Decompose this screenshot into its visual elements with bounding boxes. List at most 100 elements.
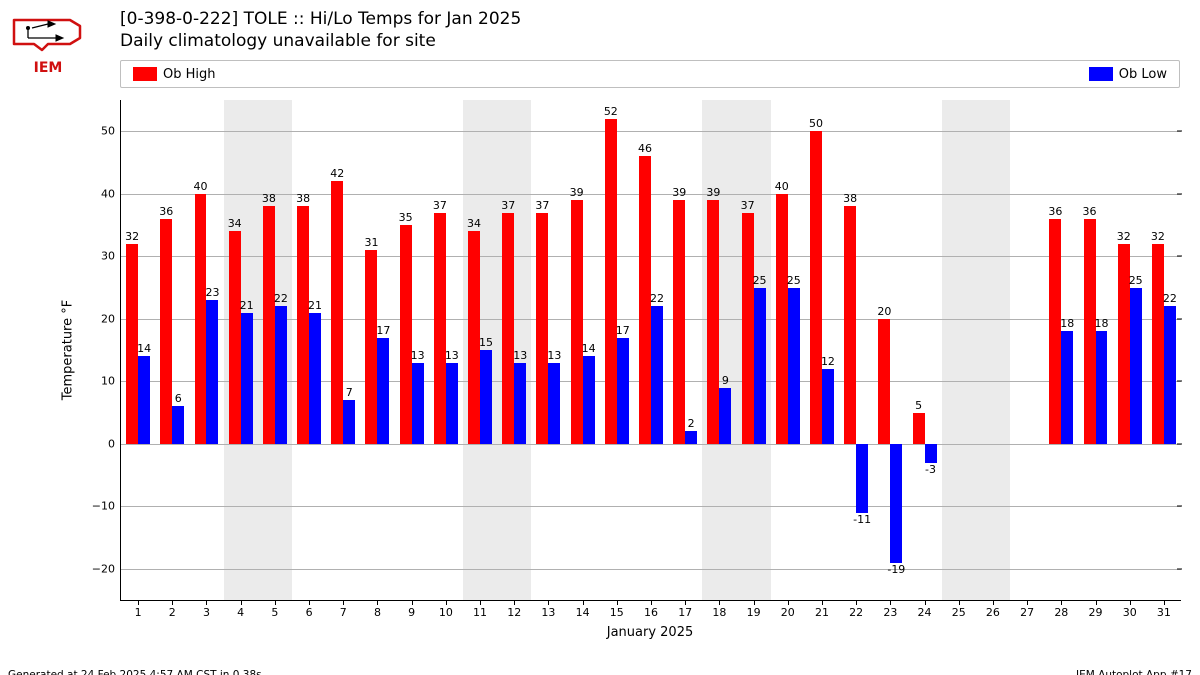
bar-high-label: 37 <box>501 199 515 212</box>
chart-title: [0-398-0-222] TOLE :: Hi/Lo Temps for Ja… <box>120 8 521 52</box>
bar-low-label: 7 <box>346 386 353 399</box>
legend-swatch-high <box>133 67 157 81</box>
bar-high-label: 32 <box>125 230 139 243</box>
bar-high-label: 38 <box>262 192 276 205</box>
bar-low-label: 13 <box>445 349 459 362</box>
bar-high-label: 46 <box>638 142 652 155</box>
x-tick-mark <box>480 600 481 605</box>
x-tick-label: 11 <box>473 606 487 619</box>
bar-high-label: 37 <box>741 199 755 212</box>
x-tick-mark <box>959 600 960 605</box>
bar-high-label: 39 <box>570 186 584 199</box>
x-tick-label: 8 <box>374 606 381 619</box>
bar-low <box>1096 331 1108 444</box>
plot-area: Ob High Ob Low Temperature °F January 20… <box>120 60 1180 620</box>
x-tick-label: 21 <box>815 606 829 619</box>
x-tick-mark <box>822 600 823 605</box>
x-tick-label: 5 <box>271 606 278 619</box>
title-line-1: [0-398-0-222] TOLE :: Hi/Lo Temps for Ja… <box>120 8 521 30</box>
x-tick-mark <box>890 600 891 605</box>
bar-low-label: 14 <box>582 342 596 355</box>
bar-low-label: 2 <box>688 417 695 430</box>
y-tick-label: −20 <box>83 562 115 575</box>
bar-low <box>172 406 184 444</box>
x-tick-mark <box>548 600 549 605</box>
bar-low-label: 12 <box>821 355 835 368</box>
x-tick-label: 26 <box>986 606 1000 619</box>
bar-low-label: 22 <box>274 292 288 305</box>
y-tick-label: 0 <box>83 437 115 450</box>
bar-low-label: 21 <box>308 299 322 312</box>
legend-item-high: Ob High <box>133 67 216 82</box>
x-tick-label: 4 <box>237 606 244 619</box>
weekend-shade <box>942 100 1010 600</box>
x-tick-label: 19 <box>747 606 761 619</box>
y-axis-label: Temperature °F <box>61 300 76 400</box>
bar-low-label: -19 <box>887 563 905 576</box>
bar-low-label: 21 <box>240 299 254 312</box>
bar-low-label: -3 <box>925 463 936 476</box>
x-tick-mark <box>343 600 344 605</box>
bar-high-label: 39 <box>672 186 686 199</box>
bar-high-label: 37 <box>433 199 447 212</box>
y-tick-mark <box>1177 443 1182 444</box>
x-tick-mark <box>377 600 378 605</box>
legend-label-high: Ob High <box>163 67 216 82</box>
bar-low <box>275 306 287 444</box>
x-tick-mark <box>583 600 584 605</box>
x-tick-mark <box>206 600 207 605</box>
x-tick-label: 30 <box>1123 606 1137 619</box>
x-tick-label: 23 <box>883 606 897 619</box>
bar-low-label: 15 <box>479 336 493 349</box>
x-tick-label: 17 <box>678 606 692 619</box>
bar-high-label: 38 <box>296 192 310 205</box>
bar-low-label: 25 <box>753 274 767 287</box>
bar-low <box>754 288 766 444</box>
bar-high <box>742 213 754 444</box>
bar-low <box>651 306 663 444</box>
bar-low <box>925 444 937 463</box>
y-tick-label: 10 <box>83 375 115 388</box>
bar-low <box>412 363 424 444</box>
x-tick-label: 20 <box>781 606 795 619</box>
bar-low <box>548 363 560 444</box>
y-tick-label: 30 <box>83 250 115 263</box>
bar-high-label: 50 <box>809 117 823 130</box>
gridline <box>121 444 1181 445</box>
bar-low <box>583 356 595 444</box>
x-tick-mark <box>1130 600 1131 605</box>
bar-low <box>719 388 731 444</box>
bar-high <box>707 200 719 444</box>
x-tick-mark <box>138 600 139 605</box>
bar-low-label: 13 <box>547 349 561 362</box>
bar-high-label: 40 <box>194 180 208 193</box>
bar-low <box>856 444 868 513</box>
x-tick-mark <box>514 600 515 605</box>
bar-low-label: 9 <box>722 374 729 387</box>
bar-high-label: 52 <box>604 105 618 118</box>
bar-high <box>331 181 343 444</box>
bar-low <box>890 444 902 563</box>
x-tick-label: 13 <box>541 606 555 619</box>
bar-low <box>206 300 218 444</box>
bar-low-label: 22 <box>650 292 664 305</box>
bar-high <box>776 194 788 444</box>
bar-low-label: 6 <box>175 392 182 405</box>
bar-low-label: 22 <box>1163 292 1177 305</box>
gridline <box>121 131 1181 132</box>
bar-high <box>810 131 822 444</box>
bar-low-label: 13 <box>411 349 425 362</box>
gridline <box>121 194 1181 195</box>
bar-high <box>160 219 172 444</box>
x-tick-mark <box>1164 600 1165 605</box>
plot-inner: −20−100102030405012345678910111213141516… <box>120 100 1181 601</box>
bar-high-label: 32 <box>1151 230 1165 243</box>
x-tick-label: 10 <box>439 606 453 619</box>
bar-high <box>1049 219 1061 444</box>
bar-low <box>309 313 321 444</box>
x-tick-mark <box>754 600 755 605</box>
x-tick-mark <box>925 600 926 605</box>
bar-low <box>343 400 355 444</box>
y-tick-label: 50 <box>83 125 115 138</box>
bar-low <box>685 431 697 444</box>
